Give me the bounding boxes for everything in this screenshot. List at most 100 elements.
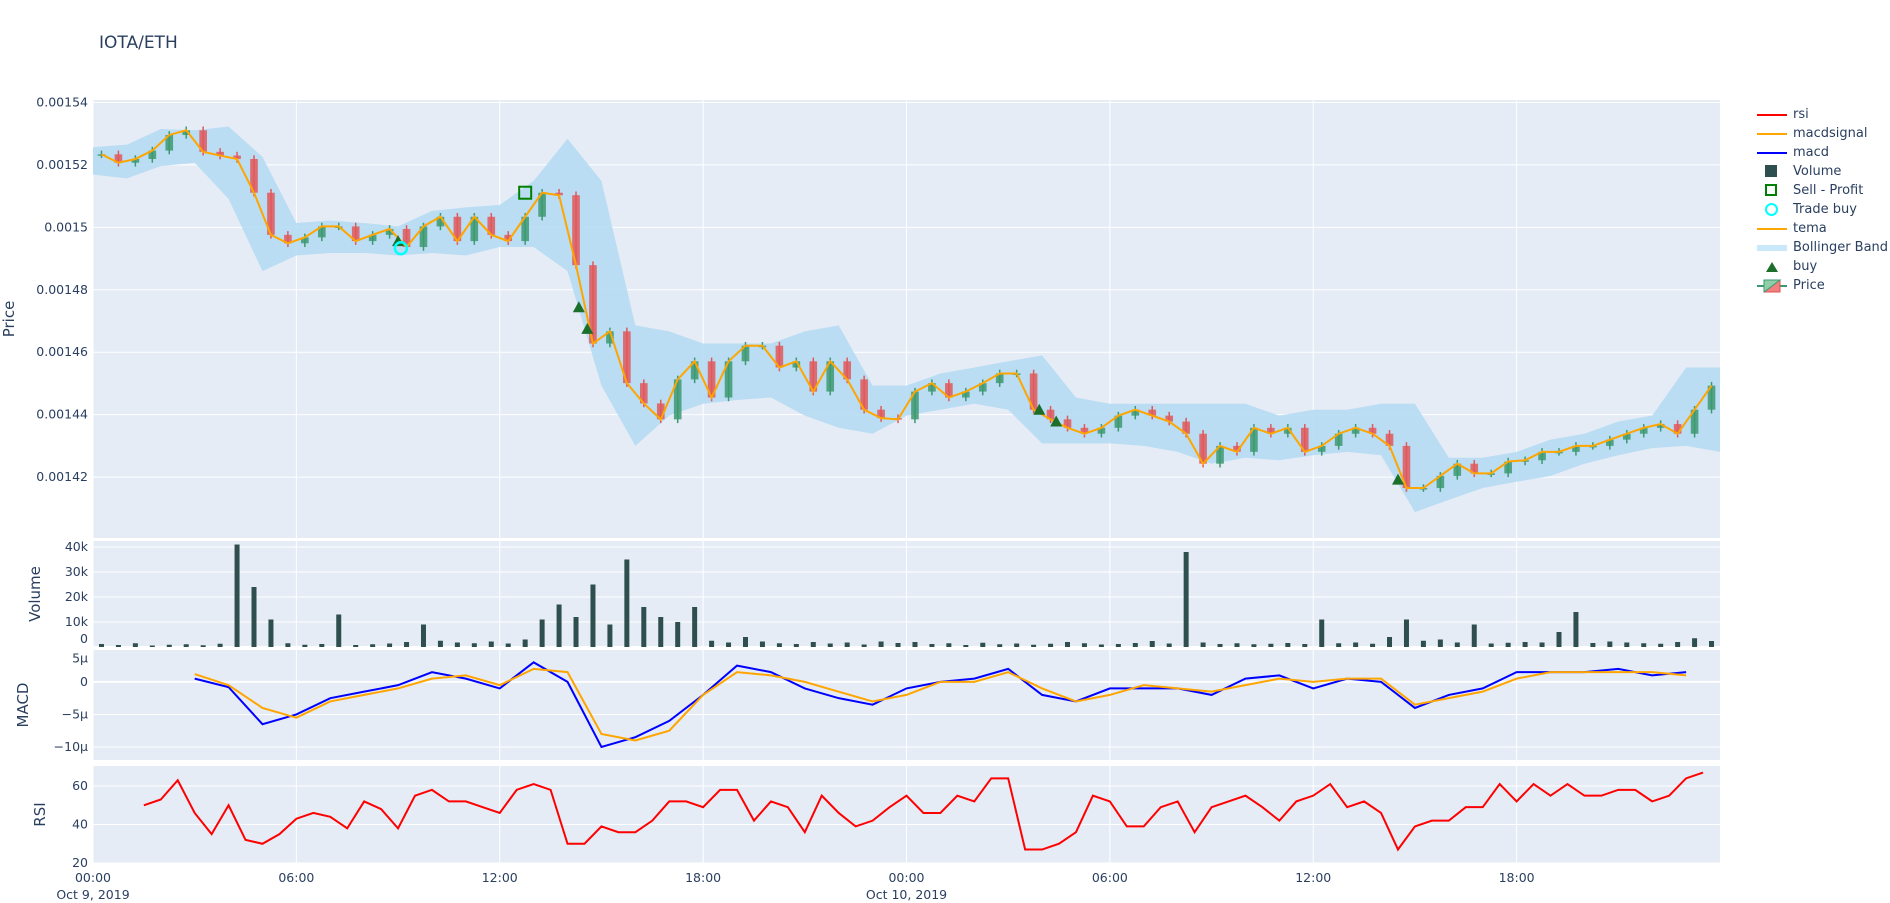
y-tick-label: 20k: [65, 589, 89, 604]
volume-bar: [1675, 642, 1681, 647]
candle-body: [182, 130, 191, 135]
candle-body: [707, 361, 716, 398]
y-tick-label: 0.00146: [36, 344, 88, 359]
volume-bar: [692, 607, 698, 647]
candle-body: [1317, 445, 1326, 452]
y-tick-label: 30k: [65, 564, 89, 579]
candle-body: [368, 234, 377, 242]
volume-bar: [471, 643, 477, 647]
candle-body: [1284, 427, 1292, 434]
volume-bar: [759, 641, 765, 647]
legend-label: Sell - Profit: [1793, 183, 1864, 198]
candle-body: [945, 383, 953, 398]
candle-body: [860, 379, 868, 410]
volume-bar: [1115, 644, 1121, 647]
line-icon: [1755, 146, 1789, 160]
volume-bar: [539, 619, 545, 647]
candle-body: [301, 237, 309, 244]
volume-bar: [607, 624, 613, 647]
candle-body: [1080, 427, 1089, 434]
volume-bar: [929, 644, 935, 647]
legend-item-bollinger-band[interactable]: Bollinger Band: [1755, 238, 1888, 257]
legend-label: macd: [1793, 145, 1830, 160]
volume-bar: [353, 645, 359, 647]
volume-bar: [420, 624, 426, 647]
candle-body: [199, 130, 207, 152]
legend-item-macdsignal[interactable]: macdsignal: [1755, 124, 1888, 143]
volume-bar: [1607, 641, 1613, 647]
volume-bar: [1658, 643, 1664, 647]
candlestick-icon: [1755, 279, 1789, 293]
volume-bar: [726, 642, 732, 647]
candle-body: [351, 226, 360, 242]
volume-bar: [1268, 643, 1274, 647]
x-tick-label: 18:00: [685, 870, 721, 885]
candle-body: [1606, 439, 1614, 446]
legend-item-buy[interactable]: buy: [1755, 257, 1888, 276]
candle-body: [1233, 445, 1241, 452]
candle-body: [402, 228, 411, 248]
volume-bar: [1641, 643, 1647, 647]
candle-body: [267, 192, 275, 235]
volume-bar: [387, 643, 393, 647]
legend-item-tema[interactable]: tema: [1755, 219, 1888, 238]
candle-body: [656, 403, 665, 420]
volume-bar: [1098, 644, 1104, 647]
x-tick-label: 06:00: [1092, 870, 1128, 885]
legend-label: Trade buy: [1793, 202, 1857, 217]
candle-body: [1097, 427, 1106, 434]
volume-bar: [1031, 644, 1037, 647]
legend: rsi macdsignal macd Volume Sell - Profit Trad…: [1755, 105, 1888, 295]
volume-bar: [454, 642, 460, 647]
volume-bar: [1624, 642, 1630, 647]
legend-item-volume[interactable]: Volume: [1755, 162, 1888, 181]
legend-item-macd[interactable]: macd: [1755, 143, 1888, 162]
legend-item-price[interactable]: Price: [1755, 276, 1888, 295]
volume-bar: [573, 617, 579, 647]
candle-body: [928, 383, 936, 392]
volume-bar: [1014, 643, 1020, 647]
volume-bar: [793, 644, 799, 647]
volume-bar: [1234, 643, 1240, 647]
y-axis-title: RSI: [31, 802, 49, 826]
candle-body: [555, 192, 563, 196]
candle-body: [216, 151, 224, 156]
legend-item-sell-profit[interactable]: Sell - Profit: [1755, 181, 1888, 200]
volume-bar: [1437, 639, 1443, 647]
candle-body: [978, 383, 987, 392]
square-icon: [1755, 164, 1789, 179]
candle-body: [1385, 433, 1394, 446]
volume-bar: [505, 643, 511, 647]
volume-bar: [268, 619, 274, 647]
candle-body: [284, 234, 292, 244]
rsi-line: [143, 771, 1704, 852]
tema-line: [101, 129, 1713, 490]
volume-bar: [946, 643, 952, 647]
candle-body: [114, 154, 123, 163]
legend-item-rsi[interactable]: rsi: [1755, 105, 1888, 124]
legend-label: buy: [1793, 259, 1818, 274]
x-tick-label: 12:00: [1295, 870, 1331, 885]
y-tick-label: 40: [72, 817, 88, 832]
volume-bar: [963, 645, 969, 647]
candle-body: [1165, 415, 1174, 422]
legend-item-trade-buy[interactable]: Trade buy: [1755, 200, 1888, 219]
candle-body: [453, 216, 462, 242]
volume-bar: [302, 644, 308, 647]
volume-bar: [1709, 641, 1715, 647]
volume-bar: [319, 644, 325, 647]
candle-body: [487, 216, 496, 235]
candle-body: [639, 383, 648, 404]
volume-bar: [742, 637, 748, 647]
open-square-icon: [1755, 183, 1789, 198]
candle-body: [1250, 427, 1258, 452]
candle-body: [1436, 475, 1445, 489]
y-tick-label: −10µ: [54, 739, 88, 754]
volume-bar: [844, 642, 850, 647]
volume-bar: [1048, 643, 1054, 647]
candle-body: [792, 361, 801, 368]
candle-body: [1673, 424, 1682, 434]
legend-label: macdsignal: [1793, 126, 1868, 141]
y-tick-label: −5µ: [62, 706, 88, 721]
